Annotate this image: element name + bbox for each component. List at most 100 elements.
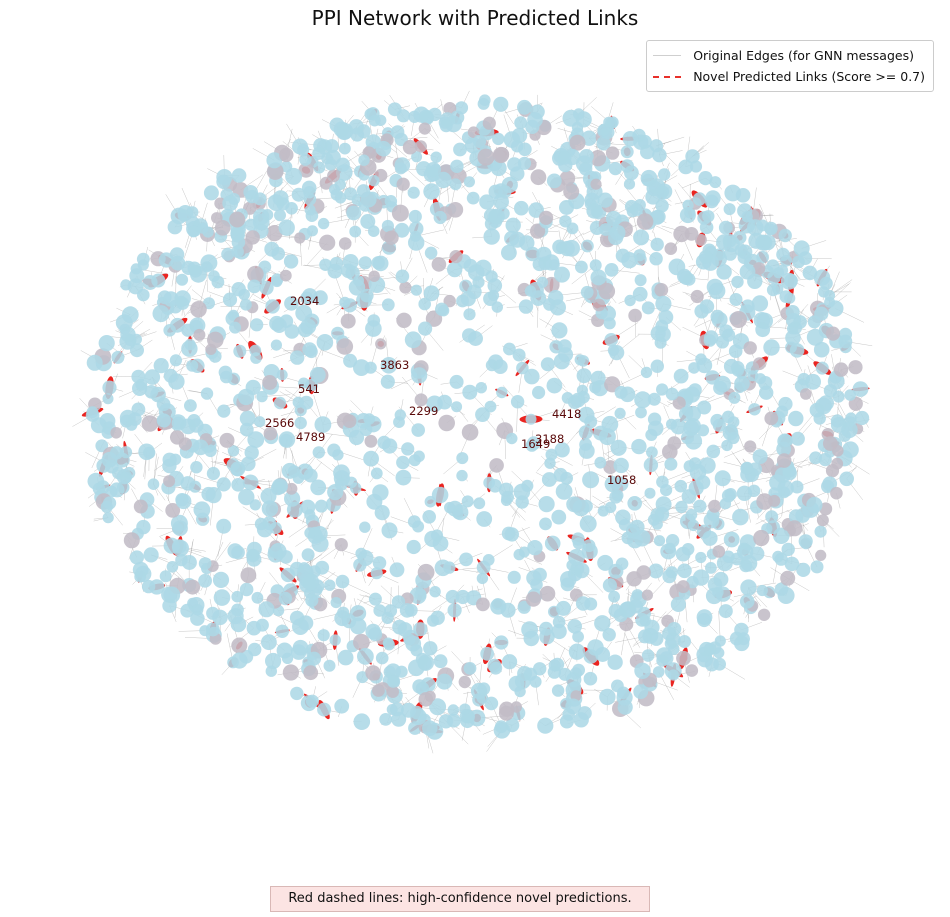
node [580, 285, 594, 299]
node [655, 496, 672, 513]
node [504, 527, 519, 542]
node [305, 593, 319, 607]
node [623, 178, 636, 190]
node [323, 659, 336, 672]
node [265, 299, 280, 314]
node [545, 448, 558, 461]
node [463, 662, 477, 675]
node [272, 190, 289, 207]
node [138, 443, 155, 461]
node [368, 627, 383, 642]
node [491, 598, 504, 610]
node [510, 701, 522, 713]
node [480, 646, 495, 661]
node [239, 582, 254, 597]
node [425, 162, 441, 178]
node [551, 623, 567, 640]
node [383, 639, 395, 651]
node [527, 540, 543, 556]
node [569, 134, 586, 151]
node [695, 551, 707, 564]
node [342, 414, 357, 428]
node [667, 622, 682, 636]
node [777, 480, 794, 497]
node [214, 220, 231, 236]
node [664, 662, 682, 680]
node [568, 643, 586, 660]
node [755, 322, 771, 338]
node [305, 345, 318, 359]
node [190, 611, 205, 626]
node [723, 247, 737, 261]
node [380, 374, 395, 389]
node [609, 490, 623, 504]
node [626, 524, 640, 538]
node [729, 293, 743, 306]
node [271, 276, 283, 288]
node [516, 361, 529, 375]
node [216, 477, 231, 492]
node [552, 239, 567, 255]
node [279, 433, 293, 447]
node [641, 301, 655, 315]
node [813, 269, 831, 286]
node [676, 650, 691, 666]
node [212, 609, 228, 626]
node [472, 134, 487, 148]
node [187, 225, 200, 238]
node [158, 252, 174, 268]
node [418, 122, 431, 135]
node [380, 357, 398, 374]
node [815, 361, 829, 375]
node [125, 419, 138, 431]
node [654, 283, 669, 297]
node [723, 203, 736, 216]
node [181, 555, 197, 570]
node [241, 456, 256, 472]
node [387, 675, 400, 688]
node [212, 571, 230, 589]
node [560, 471, 573, 485]
node [216, 518, 232, 534]
node [772, 550, 784, 563]
node [102, 393, 114, 405]
node [506, 432, 518, 445]
node [302, 573, 320, 591]
node [787, 323, 799, 335]
node [644, 487, 656, 499]
node [433, 654, 448, 669]
node [399, 281, 412, 294]
node [604, 333, 618, 347]
node [500, 602, 516, 618]
predicted-link-swatch [653, 75, 682, 78]
node [306, 225, 318, 237]
node [523, 630, 540, 647]
node [294, 416, 307, 430]
node [627, 496, 642, 511]
node [581, 239, 594, 253]
node [393, 416, 405, 428]
node [231, 590, 243, 603]
node [222, 292, 238, 307]
node [386, 685, 399, 698]
node [539, 628, 555, 645]
node [631, 438, 647, 455]
node [852, 381, 869, 397]
node [603, 116, 615, 128]
node [554, 266, 570, 283]
node [372, 556, 387, 570]
node [253, 192, 267, 206]
node [364, 434, 378, 448]
node [660, 543, 677, 560]
node [244, 218, 258, 231]
node [226, 458, 240, 472]
node [566, 496, 582, 513]
node [346, 205, 362, 221]
node [718, 604, 733, 619]
node [314, 416, 332, 433]
node [353, 359, 370, 376]
node [655, 199, 669, 213]
node [336, 338, 354, 355]
node [634, 662, 651, 679]
